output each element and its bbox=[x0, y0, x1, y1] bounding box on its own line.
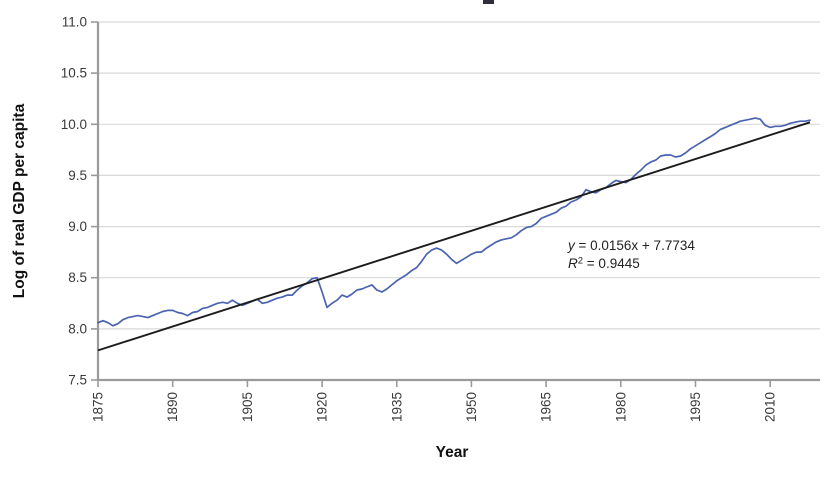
axes bbox=[96, 22, 820, 382]
x-tick-label: 1905 bbox=[240, 392, 255, 422]
y-tick-label: 11.0 bbox=[62, 15, 87, 30]
gdp-per-capita-line bbox=[97, 117, 811, 327]
tick-marks bbox=[91, 21, 772, 387]
cropped-title-fragment bbox=[483, 0, 494, 4]
y-tick-label: 9.5 bbox=[68, 168, 87, 183]
x-tick-label: 1935 bbox=[389, 392, 404, 422]
x-tick-label: 1920 bbox=[315, 392, 330, 422]
y-tick-label: 10.5 bbox=[61, 66, 87, 81]
gdp-line-series bbox=[97, 117, 811, 327]
y-tick-label: 10.0 bbox=[61, 117, 87, 132]
x-tick-label: 2010 bbox=[763, 392, 778, 422]
gridlines bbox=[98, 21, 820, 330]
trendline bbox=[97, 121, 811, 352]
x-tick-label: 1965 bbox=[539, 392, 554, 422]
x-tick-label: 1890 bbox=[165, 392, 180, 422]
x-tick-label: 1950 bbox=[464, 392, 479, 422]
x-tick-label: 1995 bbox=[688, 392, 703, 422]
x-tick-label: 1980 bbox=[613, 392, 628, 422]
tick-labels: 7.5 8.0 8.5 9.0 9.5 10.0 10.5 11.0 1875 1890 1905 1… bbox=[61, 15, 778, 423]
x-axis-title: Year bbox=[436, 444, 469, 461]
trend-equation-line2: R2 = 0.9445 bbox=[568, 256, 640, 272]
y-tick-label: 7.5 bbox=[68, 373, 87, 388]
equation-r-superscript: 2 bbox=[578, 256, 583, 267]
y-tick-label: 9.0 bbox=[68, 219, 87, 234]
y-tick-label: 8.0 bbox=[68, 321, 87, 336]
equation-r-symbol: R bbox=[568, 256, 578, 271]
trend-equation-line1: y = 0.0156x + 7.7734 bbox=[567, 238, 695, 253]
linear-trend-line bbox=[97, 121, 811, 352]
x-tick-label: 1875 bbox=[91, 392, 106, 422]
trend-equation-annotation: y = 0.0156x + 7.7734 R2 = 0.9445 bbox=[567, 238, 695, 271]
equation-y-symbol: y bbox=[567, 238, 576, 253]
y-tick-label: 8.5 bbox=[68, 270, 87, 285]
y-axis-title: Log of real GDP per capita bbox=[11, 103, 28, 298]
